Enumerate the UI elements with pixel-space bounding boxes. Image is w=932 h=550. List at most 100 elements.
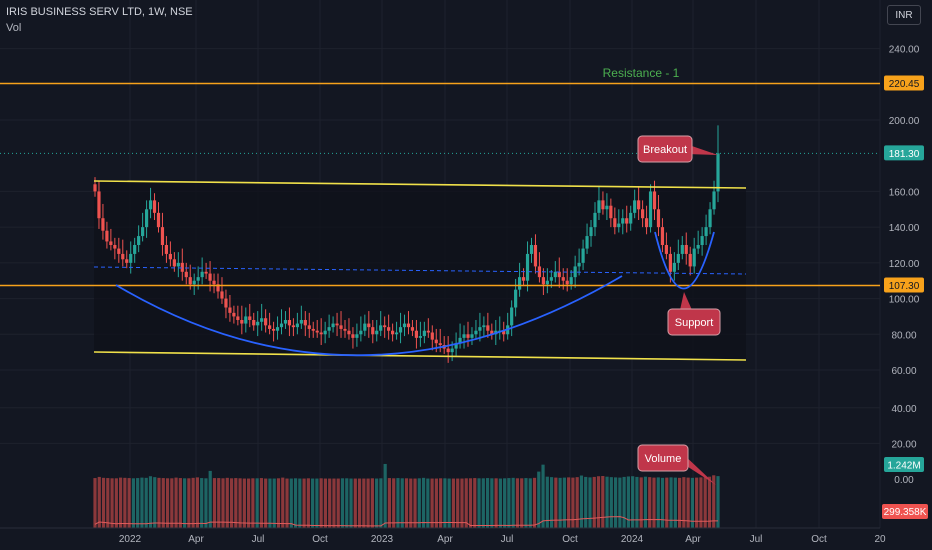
candle-body [609,205,613,219]
candle [402,314,407,337]
volume-bars [93,463,720,528]
candle [105,221,109,249]
candle [664,232,669,260]
candle-body [327,327,331,331]
volume-bar [579,475,584,528]
candle-body [121,253,125,260]
volume-bar [183,478,187,528]
volume-bar [174,477,178,528]
candle-body [581,248,585,263]
volume-bar [507,478,511,528]
candle [502,321,506,342]
volume-bar [626,476,630,528]
volume-bar [447,478,451,528]
volume-bar [494,478,498,528]
volume-bar [268,478,272,528]
volume-badge-bg [884,457,924,472]
time-tick-label: 2024 [621,534,644,545]
volume-bar [682,477,686,528]
candle-body [303,320,307,326]
candle [208,261,212,292]
candle-body [510,307,514,326]
candle [466,321,470,347]
volume-bar [716,476,720,528]
candle [359,316,363,342]
time-tick-label: 2023 [371,534,394,545]
candles [93,125,720,363]
breakout-callout-pointer [686,144,718,155]
candle [367,311,371,338]
candle-body [533,245,538,267]
volume-bar [417,478,421,528]
volume-bar [562,477,566,528]
volume-bar [93,478,97,528]
candle-body [200,271,204,278]
volume-bar [370,478,374,528]
candle [299,305,303,329]
candle-body [137,236,141,245]
candle [692,237,696,274]
candle [192,273,196,295]
candle-body [569,277,573,285]
candle-body [589,227,593,237]
candle-body [287,320,292,326]
volume-bar [353,478,357,528]
candle-body [93,184,97,192]
volume-bar [571,477,575,528]
volume-bar [200,478,204,528]
currency-button[interactable]: INR [887,5,921,25]
candle-body [557,271,561,278]
candle-body [394,332,399,335]
volume-bar [537,471,541,528]
candle-body [561,277,565,281]
volume-indicator-label[interactable]: Vol [6,22,22,34]
candle [696,230,700,254]
candle-body [502,330,506,335]
candle-body [613,218,617,228]
volume-bar [345,478,349,528]
candle [113,237,117,260]
candle [383,316,387,338]
candle-body [422,330,426,337]
volume-bar [468,478,473,528]
candle-body [192,280,196,285]
volume-ma-badge-bg [882,504,928,519]
candle [141,212,145,242]
last-price-badge: 181.30 [884,145,924,161]
candle-body [240,320,244,324]
price-tick-label: 160.00 [889,187,920,198]
candle-body [410,327,415,331]
candle [228,295,232,322]
candle [121,239,125,267]
volume-bar [157,477,161,528]
candle [248,303,252,328]
candle-body [398,327,403,333]
candle-body [129,253,133,263]
volume-bar [413,478,417,528]
volume-tick-label: 20.00 [891,439,916,450]
price-tick-label: 100.00 [889,295,920,306]
candle-body [387,327,391,331]
volume-bar [528,478,532,528]
volume-bar [101,477,106,528]
volume-bar [631,476,635,528]
candle-body [672,262,676,272]
candle-body [180,262,184,272]
candle [315,320,319,338]
candle-body [601,200,605,210]
volume-bar [234,478,238,528]
volume-bar [114,478,118,528]
candle-body [101,218,105,231]
candle-body [716,153,720,192]
candle-body [109,241,113,245]
volume-bar [592,476,596,528]
candle [311,321,315,338]
volume-bar [707,476,712,528]
candle [621,209,625,235]
support-callout-pointer [680,292,692,310]
candle-body [597,200,601,213]
candle-body [224,298,228,308]
candle-body [335,323,339,326]
candle-body [656,209,661,228]
